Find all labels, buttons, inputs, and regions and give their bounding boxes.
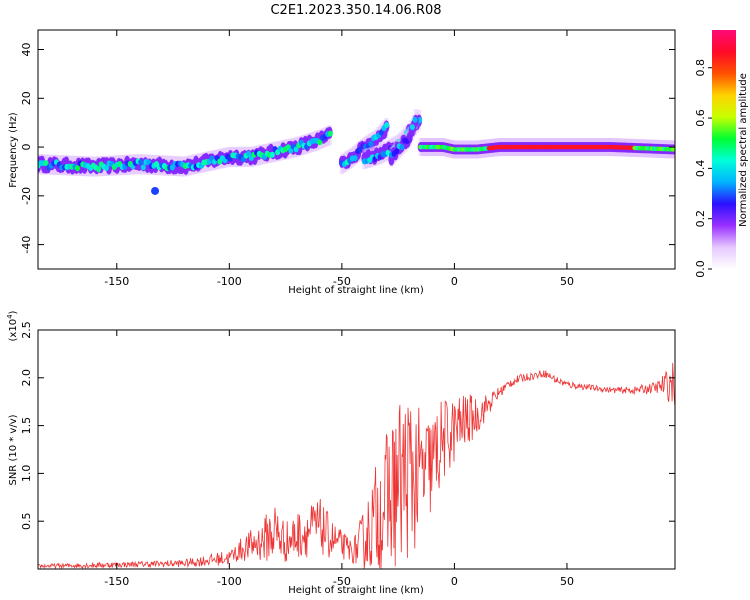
colorbar-gradient: [712, 30, 736, 269]
spectrogram-y-tick-label: 0: [20, 144, 33, 151]
colorbar-tick-label: 0.0: [694, 260, 707, 278]
spectrogram-x-label: Height of straight line (km): [288, 285, 424, 296]
spectrogram-axes: -150 -100 -50 0 50 -40 -20 0 20 40: [20, 30, 675, 288]
colorbar-tick-label: 0.4: [694, 160, 707, 178]
spectrogram-x-tick-label: 50: [560, 275, 574, 288]
snr-y-label: SNR (10 * v/v): [8, 414, 19, 485]
snr-frame: [37, 329, 676, 570]
snr-panel: -150 -100 -50 0 50 0.5 1.0 1.5 2.0 2.5 Height of …: [6, 310, 676, 596]
spectrogram-spot: [151, 186, 160, 195]
ridge-main-trace: [38, 125, 333, 177]
snr-x-tick-label: -100: [217, 575, 242, 588]
spectrogram-frame: [37, 29, 676, 270]
colorbar-ticks: 0.0 0.2 0.4 0.6 0.8: [694, 59, 712, 278]
spectrogram-x-tick-label: 0: [451, 275, 458, 288]
spectrogram-panel: -150 -100 -50 0 50 -40 -20 0 20 40 Height of stra…: [8, 29, 676, 296]
snr-x-tick-label: -150: [104, 575, 129, 588]
figure-title: C2E1.2023.350.14.06.R08: [270, 3, 441, 18]
ridge-branch-3: [388, 109, 419, 167]
spectrogram-x-tick-label: -50: [333, 275, 351, 288]
snr-x-tick-label: -50: [333, 575, 351, 588]
snr-y-tick-label: 1.0: [20, 465, 33, 483]
snr-x-label: Height of straight line (km): [288, 585, 424, 596]
colorbar-label: Normalized spectral amplitude: [738, 73, 749, 227]
spectrogram-x-tick-label: -150: [104, 275, 129, 288]
snr-y-multiplier: (x104): [6, 310, 19, 341]
snr-x-tick-label: 0: [451, 575, 458, 588]
spectrogram-y-tick-label: -40: [20, 236, 33, 254]
snr-y-tick-label: 2.5: [20, 321, 33, 339]
snr-series-line: [38, 362, 675, 569]
snr-y-tick-label: 2.0: [20, 369, 33, 387]
spectrogram-y-tick-label: 40: [20, 43, 33, 57]
colorbar-tick-label: 0.2: [694, 210, 707, 228]
ridge-branch-1: [338, 118, 390, 175]
spectrogram-y-tick-label: -20: [20, 187, 33, 205]
colorbar-tick-label: 0.8: [694, 59, 707, 77]
snr-y-tick-label: 0.5: [20, 512, 33, 530]
spectrogram-y-label: Frequency (Hz): [8, 112, 19, 188]
ridge-flat-trace: [417, 138, 675, 159]
snr-y-tick-label: 1.5: [20, 417, 33, 435]
colorbar-tick-label: 0.6: [694, 109, 707, 127]
spectrogram-heatmap: [38, 109, 675, 195]
snr-axes: -150 -100 -50 0 50 0.5 1.0 1.5 2.0 2.5: [20, 321, 675, 588]
spectrogram-y-tick-label: 20: [20, 91, 33, 105]
spectrogram-x-tick-label: -100: [217, 275, 242, 288]
colorbar: 0.0 0.2 0.4 0.6 0.8 Normalized spectral ampl…: [694, 30, 749, 278]
snr-x-tick-label: 50: [560, 575, 574, 588]
